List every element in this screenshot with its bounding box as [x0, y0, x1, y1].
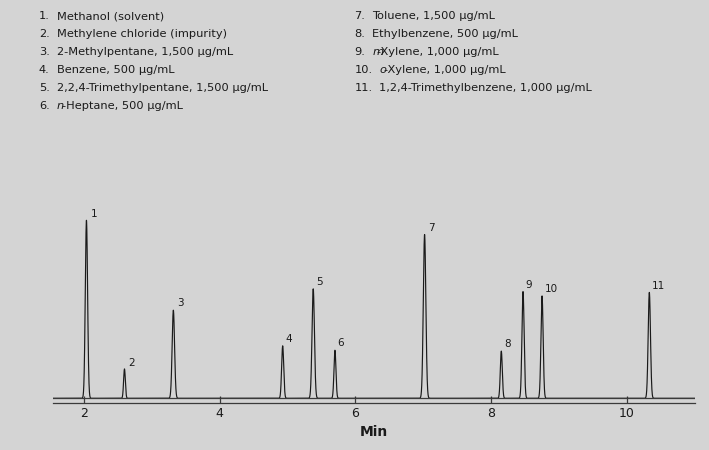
Text: -Heptane, 500 µg/mL: -Heptane, 500 µg/mL: [62, 101, 182, 111]
Text: Methanol (solvent): Methanol (solvent): [57, 11, 164, 21]
Text: Ethylbenzene, 500 µg/mL: Ethylbenzene, 500 µg/mL: [372, 29, 518, 39]
Text: 6.: 6.: [39, 101, 50, 111]
Text: 1: 1: [91, 208, 97, 219]
Text: Methylene chloride (impurity): Methylene chloride (impurity): [57, 29, 227, 39]
Text: 2: 2: [128, 358, 135, 368]
Text: 2-Methylpentane, 1,500 µg/mL: 2-Methylpentane, 1,500 µg/mL: [57, 47, 233, 57]
Text: 1.: 1.: [39, 11, 50, 21]
Text: 9: 9: [526, 280, 532, 290]
Text: 8: 8: [504, 339, 510, 349]
Text: 10: 10: [545, 284, 558, 294]
Text: 1,2,4-Trimethylbenzene, 1,000 µg/mL: 1,2,4-Trimethylbenzene, 1,000 µg/mL: [379, 83, 592, 93]
Text: 9.: 9.: [354, 47, 365, 57]
Text: n: n: [57, 101, 64, 111]
Text: 3.: 3.: [39, 47, 50, 57]
Text: 8.: 8.: [354, 29, 365, 39]
Text: m: m: [372, 47, 384, 57]
Text: 11: 11: [652, 281, 665, 291]
Text: 7.: 7.: [354, 11, 365, 21]
Text: 10.: 10.: [354, 65, 373, 75]
Text: 4: 4: [286, 334, 292, 344]
Text: 6: 6: [337, 338, 345, 348]
Text: Toluene, 1,500 µg/mL: Toluene, 1,500 µg/mL: [372, 11, 495, 21]
Text: 5.: 5.: [39, 83, 50, 93]
Text: 2,2,4-Trimethylpentane, 1,500 µg/mL: 2,2,4-Trimethylpentane, 1,500 µg/mL: [57, 83, 268, 93]
Text: 2.: 2.: [39, 29, 50, 39]
Text: 5: 5: [316, 277, 323, 287]
Text: o: o: [379, 65, 386, 75]
Text: 3: 3: [177, 298, 184, 308]
X-axis label: Min: Min: [360, 425, 388, 440]
Text: 11.: 11.: [354, 83, 373, 93]
Text: -Xylene, 1,000 µg/mL: -Xylene, 1,000 µg/mL: [377, 47, 499, 57]
Text: 4.: 4.: [39, 65, 50, 75]
Text: Benzene, 500 µg/mL: Benzene, 500 µg/mL: [57, 65, 174, 75]
Text: -Xylene, 1,000 µg/mL: -Xylene, 1,000 µg/mL: [384, 65, 506, 75]
Text: 7: 7: [428, 223, 435, 233]
